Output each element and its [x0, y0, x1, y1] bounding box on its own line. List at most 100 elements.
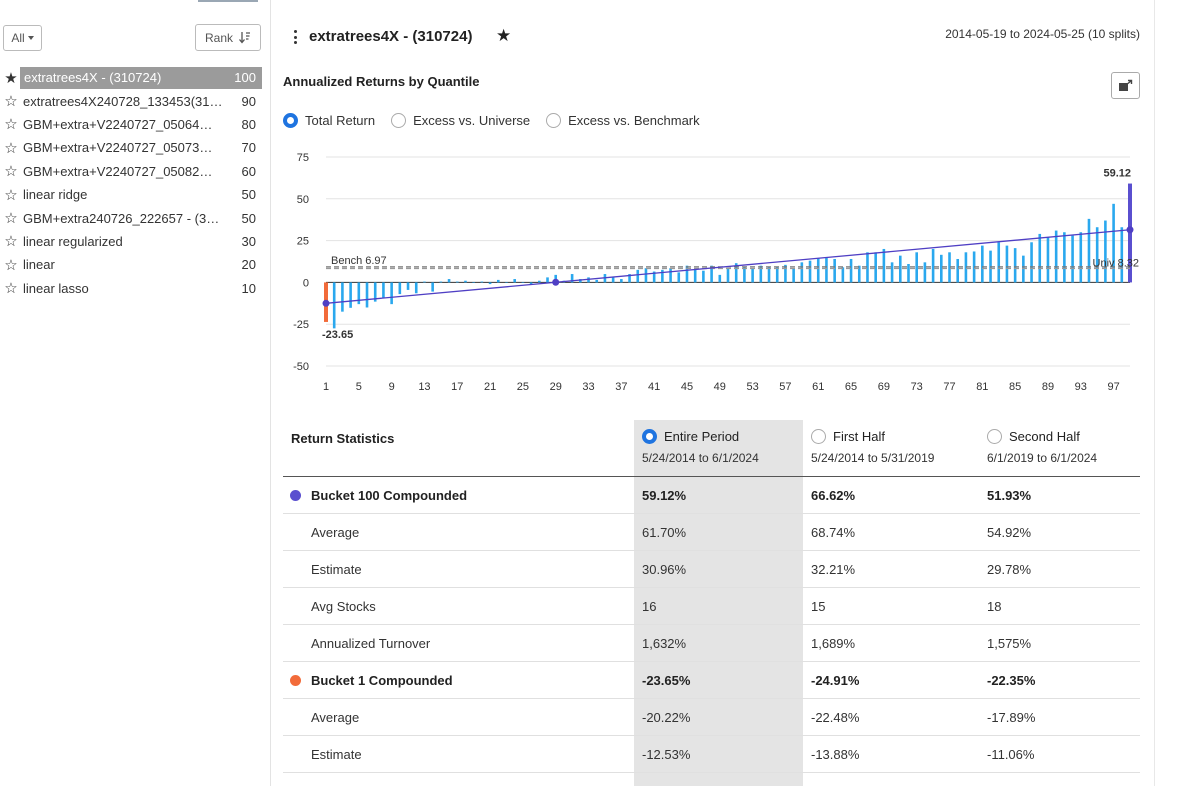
bar	[997, 242, 1001, 283]
radio-dot	[811, 429, 826, 444]
bar	[521, 282, 525, 283]
second-half-radio[interactable]: Second Half	[987, 429, 1097, 444]
x-tick-label: 81	[976, 381, 988, 393]
return-option-1[interactable]: Excess vs. Universe	[391, 113, 530, 128]
more-options-icon[interactable]	[293, 30, 297, 44]
trend-line	[325, 229, 1131, 304]
return-option-2[interactable]: Excess vs. Benchmark	[546, 113, 700, 128]
series-bullet	[290, 674, 301, 686]
row-value: 1,689%	[811, 635, 856, 651]
return-option-0[interactable]: Total Return	[283, 113, 375, 128]
model-list-item[interactable]: ☆ GBM+extra+V2240727_05064… 80	[0, 113, 262, 136]
row-value: 66.62%	[811, 487, 856, 503]
x-tick-label: 13	[418, 381, 430, 393]
star-icon[interactable]: ☆	[4, 233, 18, 251]
quantile-returns-chart: 75 50 25 0 -25 -50 1 5 9 13 17 21 25 29 33 37 41 45 49 53 57…	[293, 152, 1139, 393]
x-tick-label: 33	[582, 381, 594, 393]
row-value: -11.06%	[987, 746, 1035, 762]
y-tick-label: -50	[293, 361, 309, 373]
row-value: 16	[642, 598, 657, 614]
filter-label: All	[11, 31, 25, 45]
bar	[595, 279, 599, 283]
column-date-range: 6/1/2019 to 6/1/2024	[987, 451, 1098, 465]
bar	[332, 282, 336, 329]
bar	[496, 279, 500, 283]
model-list-item[interactable]: ☆ GBM+extra240726_222657 - (3… 50	[0, 206, 262, 229]
model-list-item[interactable]: ☆ linear lasso 10	[0, 277, 262, 300]
star-icon[interactable]: ☆	[4, 256, 18, 274]
bar	[710, 265, 713, 283]
bar	[718, 274, 722, 283]
selected-column-highlight	[634, 420, 803, 786]
model-list-item[interactable]: ★ extratrees4X - (310724) 100	[0, 66, 262, 89]
entire-period-radio[interactable]: Entire Period	[642, 429, 759, 444]
star-icon[interactable]: ★	[4, 69, 18, 87]
bar	[611, 276, 615, 283]
bar	[357, 282, 361, 305]
bar	[800, 262, 804, 283]
model-name: linear regularized	[23, 233, 123, 249]
bar	[734, 263, 738, 283]
bar	[636, 269, 640, 283]
bar	[767, 266, 771, 283]
filter-all-dropdown[interactable]: All	[3, 25, 42, 51]
model-list-item[interactable]: ☆ linear regularized 30	[0, 230, 262, 253]
model-list-item[interactable]: ☆ extratrees4X240728_133453(31… 90	[0, 89, 262, 112]
row-value: 54.92%	[987, 524, 1032, 540]
column-date-range: 5/24/2014 to 6/1/2024	[642, 451, 759, 465]
column-entire-period[interactable]: Entire Period 5/24/2014 to 6/1/2024	[642, 429, 759, 465]
stats-title: Return Statistics	[291, 431, 395, 446]
column-first-half[interactable]: First Half 5/24/2014 to 5/31/2019	[811, 429, 934, 465]
model-list-item[interactable]: ☆ GBM+extra+V2240727_05073… 70	[0, 136, 262, 159]
rank-sort-button[interactable]: Rank	[195, 24, 261, 51]
model-rank: 10	[241, 280, 256, 296]
model-name: linear lasso	[23, 280, 89, 296]
bar	[1079, 232, 1083, 283]
bar	[964, 252, 968, 283]
star-icon[interactable]: ☆	[4, 116, 18, 134]
bar	[620, 279, 623, 283]
bar	[915, 252, 918, 283]
row-value: 15	[811, 598, 826, 614]
model-name: extratrees4X - (310724)	[20, 66, 228, 89]
bar	[669, 268, 672, 283]
model-list-item[interactable]: ☆ linear ridge 50	[0, 183, 262, 206]
trend-start-point	[322, 299, 330, 307]
bar	[365, 282, 369, 308]
export-button[interactable]	[1111, 72, 1140, 99]
star-icon[interactable]: ☆	[4, 280, 18, 298]
column-label: Entire Period	[664, 429, 740, 444]
favorite-star-icon[interactable]: ★	[496, 26, 512, 45]
bar	[661, 269, 664, 283]
bar	[513, 279, 516, 283]
model-list-item[interactable]: ☆ GBM+extra+V2240727_05082… 60	[0, 160, 262, 183]
bar	[775, 267, 779, 283]
row-value: 51.93%	[987, 487, 1032, 503]
model-rank: 30	[241, 233, 256, 249]
x-tick-label: 45	[681, 381, 693, 393]
first-half-radio[interactable]: First Half	[811, 429, 934, 444]
bar	[759, 265, 763, 283]
model-name: GBM+extra+V2240727_05073…	[23, 140, 213, 156]
row-value: -22.48%	[811, 709, 860, 725]
star-icon[interactable]: ☆	[4, 93, 18, 111]
column-second-half[interactable]: Second Half 6/1/2019 to 6/1/2024	[987, 429, 1097, 465]
row-value: 30.96%	[642, 561, 687, 577]
star-icon[interactable]: ☆	[4, 139, 18, 157]
bar	[464, 280, 467, 283]
radio-dot	[642, 429, 657, 444]
table-row: Bucket 100 Compounded 59.12% 66.62% 51.93%	[283, 477, 1140, 514]
first-bucket-label: -23.65	[322, 329, 353, 341]
option-label: Excess vs. Universe	[413, 113, 531, 128]
bar	[874, 252, 877, 283]
row-value: -20.22%	[642, 709, 691, 725]
y-tick-label: 50	[297, 194, 309, 206]
model-list-item[interactable]: ☆ linear 20	[0, 253, 262, 276]
star-icon[interactable]: ☆	[4, 186, 18, 204]
model-rank: 100	[228, 66, 262, 89]
y-tick-label: -25	[293, 319, 309, 331]
star-icon[interactable]: ☆	[4, 163, 18, 181]
x-tick-label: 53	[746, 381, 758, 393]
star-icon[interactable]: ☆	[4, 210, 18, 228]
x-tick-label: 89	[1042, 381, 1054, 393]
